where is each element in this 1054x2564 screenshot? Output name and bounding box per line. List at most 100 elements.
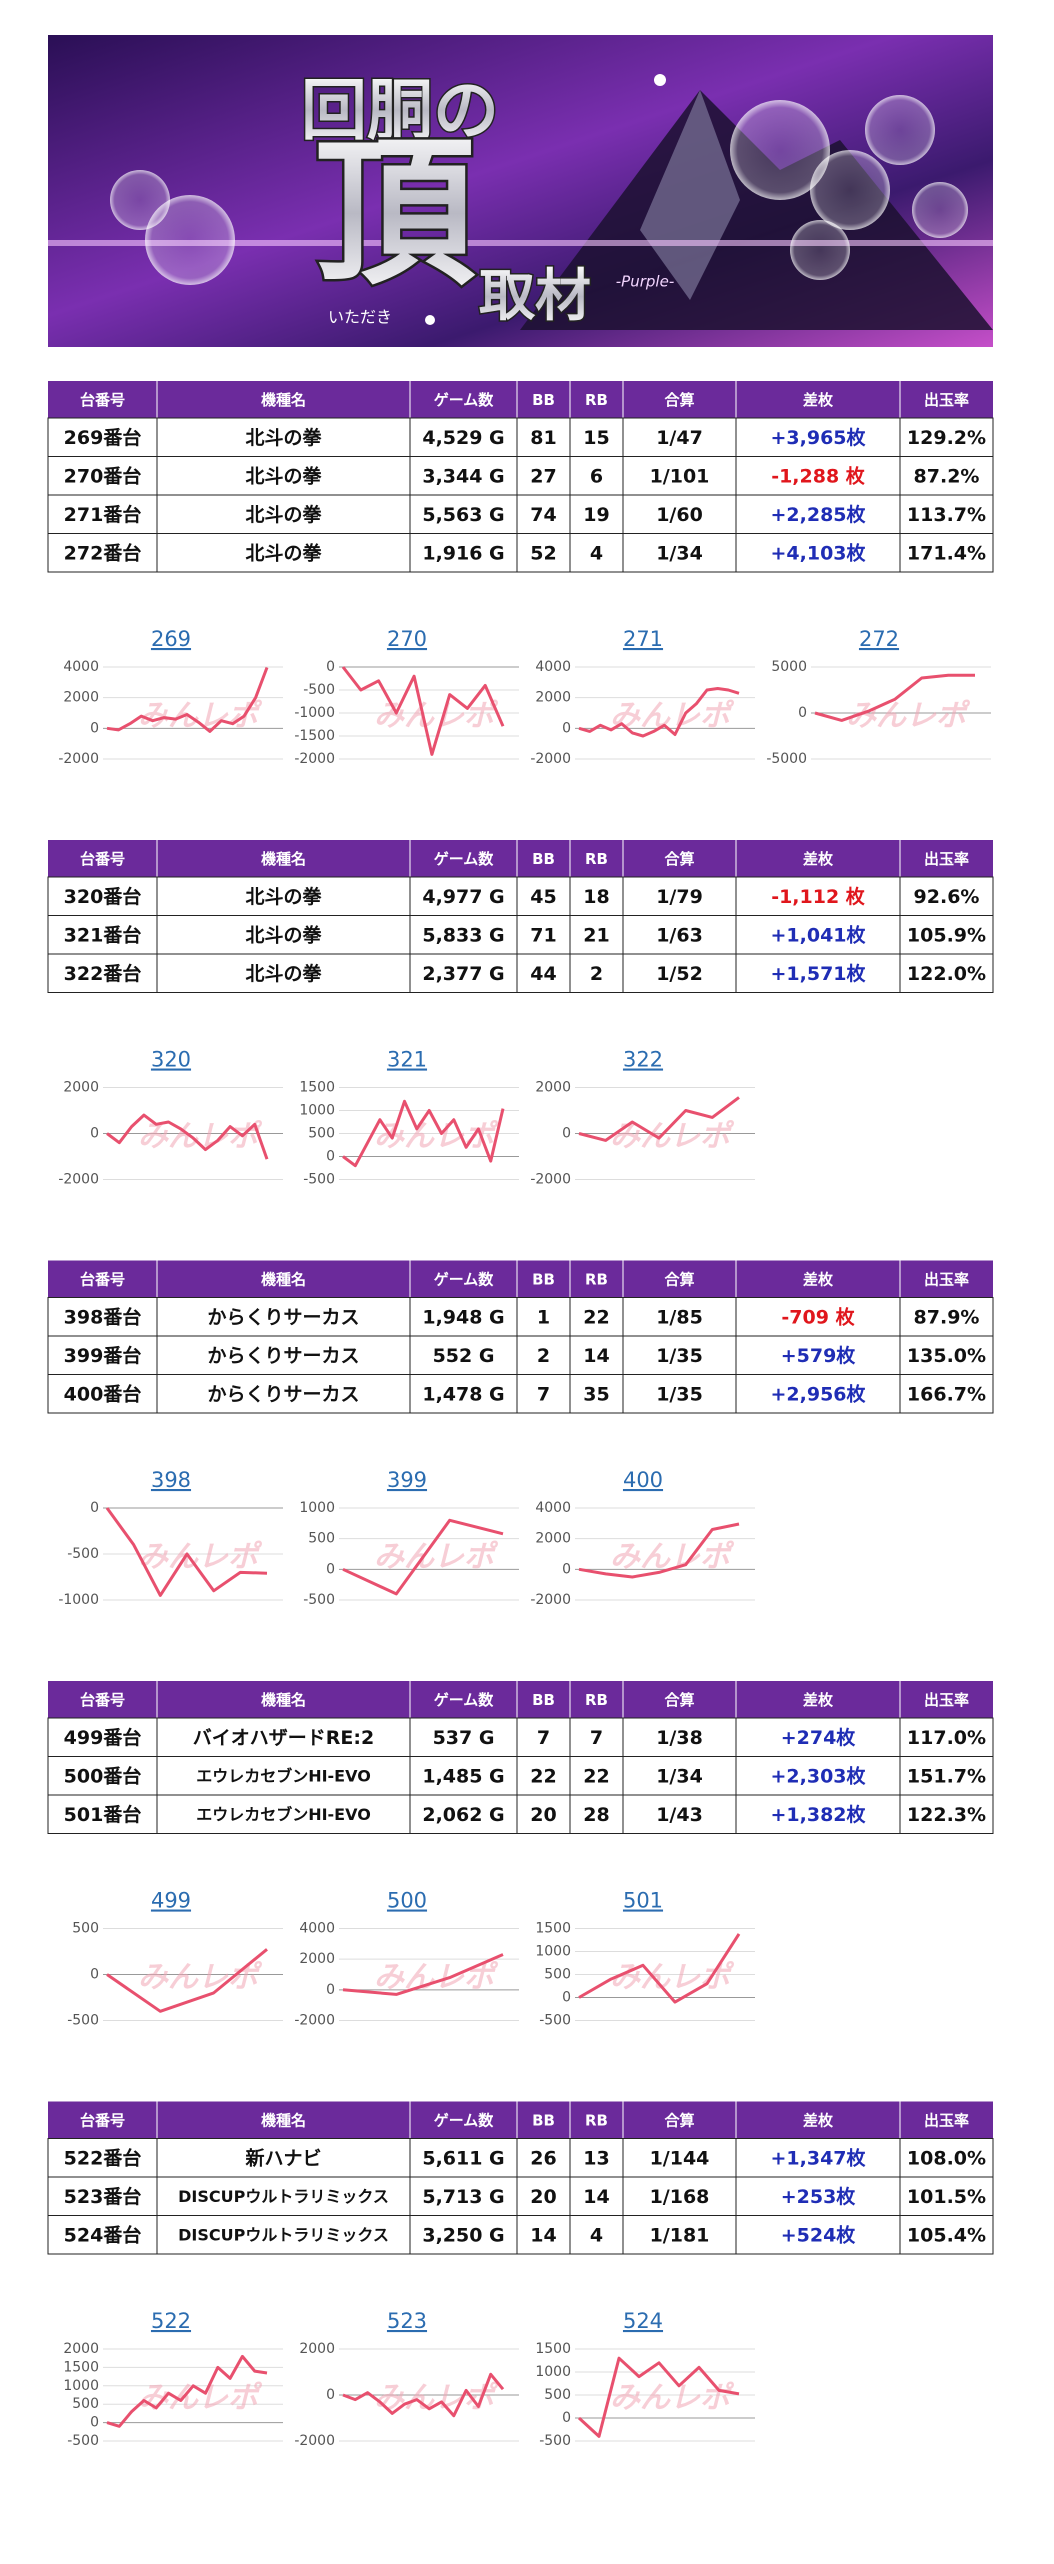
table-cell: からくりサーカス: [207, 1383, 359, 1405]
chart-title[interactable]: 524: [623, 2309, 663, 2333]
y-tick-label: 2000: [535, 1080, 571, 1096]
table-cell: 14: [583, 1345, 609, 1367]
chart-title[interactable]: 269: [151, 627, 191, 651]
y-tick-label: 2000: [63, 690, 99, 706]
table-cell: 21: [583, 924, 609, 946]
sparkle: [425, 315, 435, 325]
y-tick-label: 4000: [535, 659, 571, 675]
series-line: [106, 1113, 269, 1160]
column-header: 機種名: [261, 850, 306, 868]
column-header: 機種名: [261, 1691, 306, 1709]
table-cell: 1,485 G: [422, 1765, 504, 1787]
banner-sub: 取材: [479, 264, 591, 329]
y-tick-label: -2000: [294, 751, 335, 767]
table-cell: +4,103枚: [770, 541, 866, 564]
table-cell: 87.2%: [914, 465, 980, 487]
mountain-light: [640, 90, 740, 300]
table-cell: 2: [537, 1345, 550, 1367]
chart-title[interactable]: 500: [387, 1889, 427, 1913]
chart-title[interactable]: 321: [387, 1048, 427, 1072]
table-cell: 501番台: [64, 1803, 142, 1826]
table-cell: -1,288 枚: [771, 464, 866, 487]
column-header: 出玉率: [924, 850, 969, 868]
table-cell: 20: [530, 2186, 556, 2208]
table-cell: 北斗の拳: [245, 962, 322, 985]
y-tick-label: 500: [308, 1531, 335, 1547]
watermark: みんレポ: [846, 699, 971, 734]
y-tick-label: 2000: [63, 2341, 99, 2357]
table-row: [47, 2215, 994, 2255]
y-tick-label: 500: [72, 2396, 99, 2412]
banner-tag: -Purple-: [616, 273, 674, 291]
table-cell: 122.0%: [907, 963, 986, 985]
table-cell: DISCUPウルトラリミックス: [178, 2225, 389, 2244]
table-cell: 6: [590, 465, 603, 487]
table-cell: 新ハナビ: [244, 2147, 321, 2169]
table-cell: 321番台: [64, 923, 142, 946]
y-tick-label: -2000: [530, 1592, 571, 1608]
table-cell: 北斗の拳: [245, 426, 322, 449]
table-cell: 1/181: [650, 2224, 710, 2246]
column-header: 合算: [664, 391, 694, 409]
table-cell: 4: [590, 542, 603, 564]
table-cell: 129.2%: [907, 427, 986, 449]
chart-title[interactable]: 322: [623, 1048, 663, 1072]
table-row: [47, 915, 994, 955]
table-cell: 18: [583, 886, 609, 908]
y-tick-label: 500: [544, 2387, 571, 2403]
table-cell: 北斗の拳: [245, 464, 322, 487]
chart-title[interactable]: 320: [151, 1048, 191, 1072]
chart-title[interactable]: 501: [623, 1889, 663, 1913]
y-tick-label: -1000: [294, 705, 335, 721]
y-tick-label: 2000: [299, 1951, 335, 1967]
table-row: [47, 1717, 994, 1757]
y-tick-label: 5000: [771, 659, 807, 675]
table-cell: 1/60: [656, 504, 703, 526]
bokeh: [730, 100, 830, 200]
series-line: [578, 1096, 740, 1142]
series-line: [341, 666, 505, 756]
chart-title[interactable]: 270: [387, 627, 427, 651]
column-header: 合算: [664, 1271, 694, 1289]
table-cell: 1/43: [656, 1804, 703, 1826]
table-cell: 399番台: [64, 1344, 142, 1367]
column-header: 機種名: [261, 1271, 306, 1289]
table-cell: 398番台: [64, 1305, 142, 1328]
table-cell: 1/38: [656, 1727, 703, 1749]
y-tick-label: -2000: [58, 751, 99, 767]
table-cell: 5,833 G: [422, 924, 504, 946]
chart-title[interactable]: 399: [387, 1468, 427, 1492]
chart-title[interactable]: 522: [151, 2309, 191, 2333]
column-header: 台番号: [80, 850, 125, 868]
y-tick-label: 2000: [63, 1080, 99, 1096]
chart-title[interactable]: 400: [623, 1468, 663, 1492]
y-tick-label: 1000: [535, 2364, 571, 2380]
table-cell: 122.3%: [907, 1804, 986, 1826]
table-cell: 523番台: [64, 2185, 142, 2208]
table-header: [48, 1260, 993, 1298]
y-tick-label: 0: [90, 1967, 99, 1983]
chart-title[interactable]: 523: [387, 2309, 427, 2333]
y-tick-label: 4000: [299, 1921, 335, 1937]
chart-title[interactable]: 271: [623, 627, 663, 651]
table-cell: 105.4%: [907, 2224, 986, 2246]
column-header: 合算: [664, 2112, 694, 2130]
chart-title[interactable]: 272: [859, 627, 899, 651]
table-cell: 35: [583, 1383, 609, 1405]
table-cell: 1/79: [656, 886, 703, 908]
table-row: [47, 1794, 994, 1834]
table-cell: 5,611 G: [422, 2147, 504, 2169]
chart-title[interactable]: 499: [151, 1889, 191, 1913]
table-cell: 22: [583, 1765, 609, 1787]
table-cell: +1,571枚: [770, 962, 866, 985]
table-row: [47, 953, 994, 993]
y-tick-label: 1500: [63, 2359, 99, 2375]
y-tick-label: 0: [90, 1500, 99, 1516]
chart-title[interactable]: 398: [151, 1468, 191, 1492]
table-cell: 171.4%: [907, 542, 986, 564]
column-header: 台番号: [80, 2112, 125, 2130]
